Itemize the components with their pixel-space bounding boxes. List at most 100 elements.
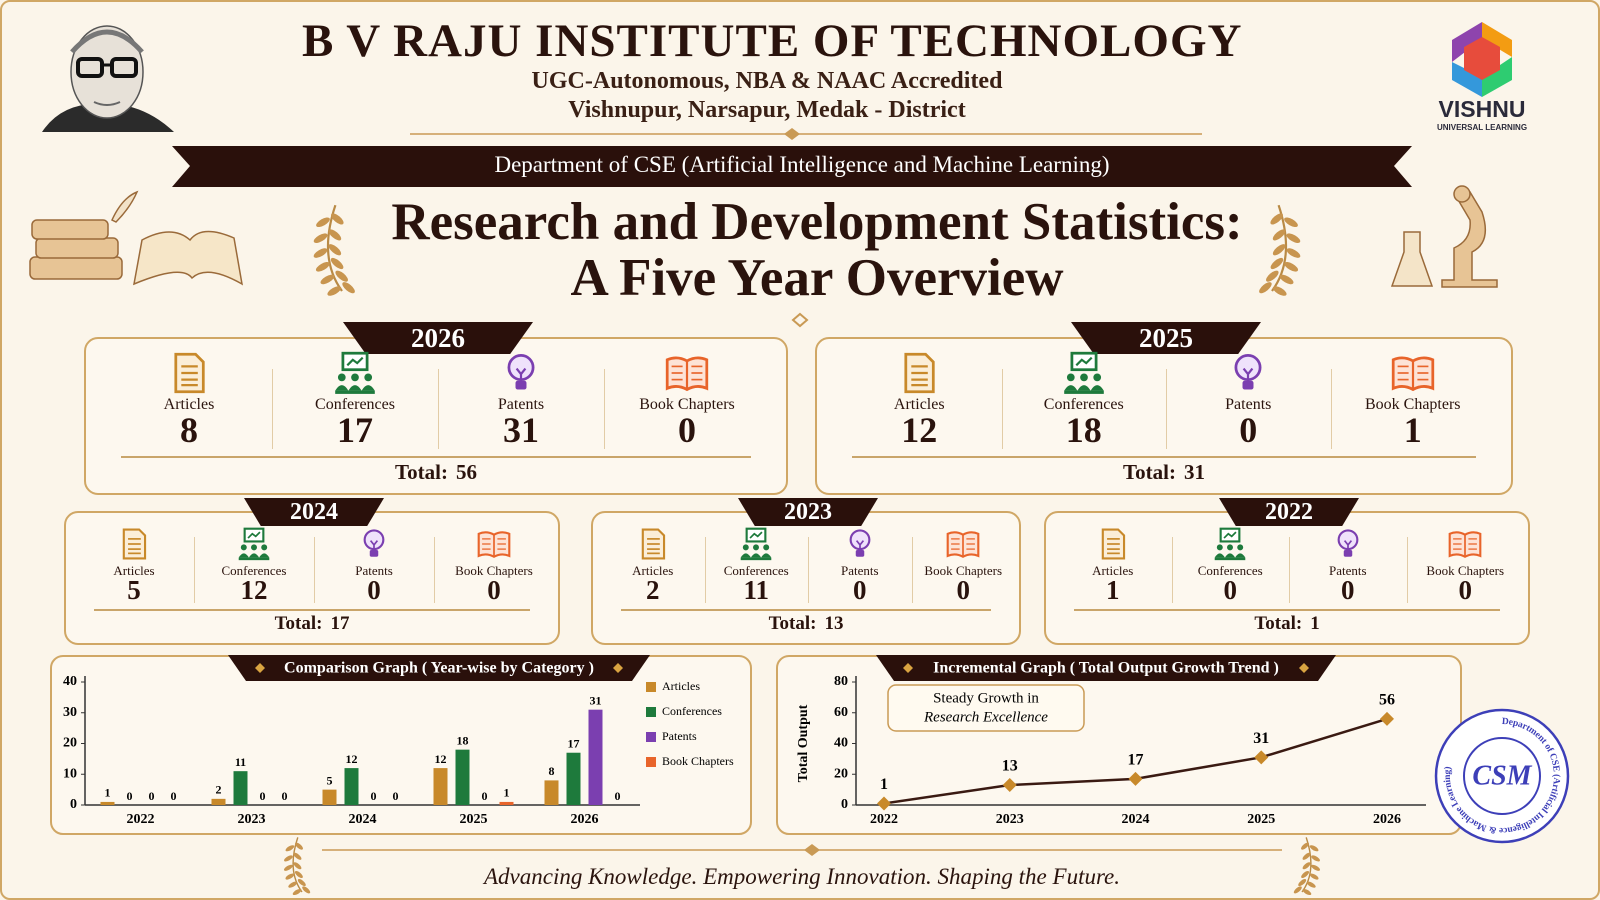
icon-body [238,553,249,558]
chart-title-ribbon [876,655,1336,681]
year-panel: 2025 Articles 12 Conferences 18 Patents 0 Book … [815,322,1513,497]
stat-column: Book Chapters 0 [912,513,1016,647]
bar-value-label: 1 [504,786,510,800]
icon-wrap [117,527,151,561]
category-icon [849,529,871,557]
stamp-outer [1434,708,1570,844]
decoration [110,57,138,78]
icon-wrap [897,351,941,395]
institute-title: B V RAJU INSTITUTE OF TECHNOLOGY [302,15,1243,67]
icon-base [1242,380,1254,390]
total-value: 17 [330,613,350,634]
bar-value-label: 31 [590,693,602,707]
stat-label: Articles [113,563,155,578]
icon-base [369,549,379,557]
point-marker [1254,750,1269,765]
icon-wrap [1096,527,1130,561]
icon-wrap [1213,527,1247,561]
dept-ribbon [172,146,1412,187]
title-diamond [613,663,623,673]
stat-label: Patents [840,563,879,578]
stat-value: 0 [853,575,867,605]
category-icon [335,351,375,394]
bar [322,789,337,805]
stat-value: 0 [1458,575,1473,605]
category-icon [1234,354,1262,390]
laurel-leaf [1293,886,1302,894]
category-icon [1448,531,1482,558]
icon-body [740,553,752,558]
stat-column: Patents 0 [808,513,912,647]
y-tick-label: 30 [63,705,77,720]
decoration [111,190,139,223]
stat-value: 12 [901,410,938,450]
title-diamond [791,312,809,328]
category-icon [174,352,205,394]
stat-label: Patents [1328,563,1367,578]
laurel-leaf [1311,864,1321,871]
icon-head [753,544,760,551]
bar-value-label: 2 [216,783,222,797]
icon-body [1063,385,1078,391]
stat-column: Book Chapters 0 [604,339,770,497]
column-separator [1289,537,1290,603]
stat-value: 0 [1223,575,1238,605]
icon-body [248,553,260,558]
icon-wrap [843,527,877,561]
stat-value: 1 [1403,410,1422,450]
stat-value: 0 [487,575,501,605]
legend-swatch [646,707,656,717]
year-panel: 2023 Articles 2 Conferences 11 Patents 0 Book C… [591,498,1021,647]
stat-value: 0 [678,410,696,450]
bar-value-label: 1 [105,786,111,800]
icon-wrap [1391,351,1435,395]
stat-value: 17 [337,410,373,450]
bar [211,798,226,805]
laurel-leaf [328,229,342,241]
bar [233,771,248,805]
total-value: 56 [455,460,477,484]
icon-wrap [946,527,980,561]
x-tick-label: 2022 [127,812,155,827]
column-separator [314,537,315,603]
bar-value-label: 0 [282,789,288,803]
laurel-leaf [320,274,335,285]
stat-label: Patents [1225,396,1272,413]
laurel [283,837,311,896]
icon-wrap [1331,527,1365,561]
year-label: 2022 [1219,498,1359,526]
icon-wrap [477,527,511,561]
stat-label: Articles [163,396,215,413]
total-value: 13 [824,613,844,634]
chart-panel [776,655,1462,835]
stat-label: Articles [1092,563,1134,578]
title-diamond [1299,663,1309,673]
year-label: 2024 [244,498,384,526]
icon-body [1235,553,1246,558]
category-icon [1214,527,1246,561]
stat-column: Conferences 18 [1002,339,1167,497]
laurel-leaf [1272,244,1286,256]
icon-head [763,544,770,551]
x-tick-label: 2026 [571,812,599,827]
icon-table [335,390,375,394]
category-icon [1101,528,1125,560]
bar-value-label: 0 [260,789,266,803]
icon-body [361,385,375,391]
laurel-leaf [1301,842,1309,850]
laurel-leaf [328,244,342,256]
icon-head [261,544,268,551]
column-separator [704,537,706,603]
icon-filament [369,540,379,550]
bar-value-label: 0 [149,789,155,803]
legend-swatch [646,682,656,692]
category-icon [641,528,665,560]
laurel-leaf [342,282,355,294]
laurel-leaf [294,870,303,879]
y-tick-label: 0 [841,797,848,812]
stat-column: Patents 0 [1166,339,1331,497]
icon-table [238,557,270,561]
lab-illustration [1390,185,1498,288]
column-separator [1406,537,1408,603]
